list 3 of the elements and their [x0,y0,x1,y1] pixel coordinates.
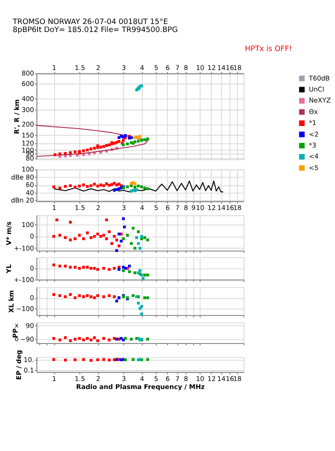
text: HPTx is OFF! [244,44,292,53]
chart-title: TROMSO NORWAY 26-07-04 0018UT 15°E [12,16,168,26]
chart-subtitle: 8pBP6It DoY= 185.012 File= TR994500.BPG [12,25,178,34]
